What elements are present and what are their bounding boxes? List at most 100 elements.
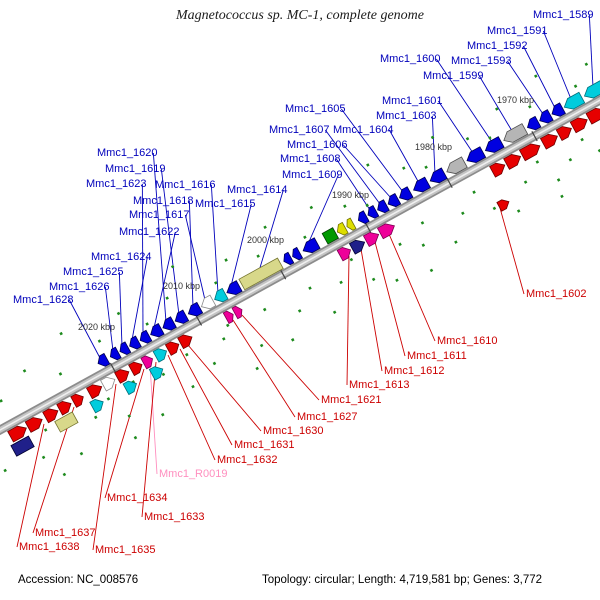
gene-arrow[interactable] — [222, 309, 236, 325]
gene-label[interactable]: Mmc1_1634 — [107, 492, 168, 504]
gene-arrow[interactable] — [140, 353, 156, 370]
gene-arrow[interactable] — [172, 309, 190, 326]
gene-arrow[interactable] — [281, 251, 295, 266]
gene-arrow[interactable] — [518, 141, 542, 162]
gene-arrow[interactable] — [199, 294, 217, 312]
gene-arrow[interactable] — [376, 220, 397, 240]
gene-label[interactable]: Mmc1_1602 — [526, 288, 587, 300]
gene-arrow[interactable] — [355, 210, 370, 226]
gene-arrow[interactable] — [483, 136, 505, 156]
gene-label[interactable]: Mmc1_1635 — [95, 544, 156, 556]
gene-label[interactable]: Mmc1_1622 — [119, 226, 180, 238]
gene-arrow[interactable] — [549, 102, 566, 119]
gene-label[interactable]: Mmc1_1627 — [297, 411, 358, 423]
gene-arrow[interactable] — [212, 287, 229, 304]
gene-arrow[interactable] — [10, 435, 35, 457]
gene-arrow[interactable] — [501, 123, 529, 146]
gene-label[interactable]: Mmc1_1608 — [280, 153, 341, 165]
gene-label[interactable]: Mmc1_1626 — [49, 281, 110, 293]
gene-arrow[interactable] — [224, 280, 243, 298]
gene-label[interactable]: Mmc1_1613 — [349, 379, 410, 391]
gene-arrow[interactable] — [290, 246, 304, 261]
gene-arrow[interactable] — [117, 341, 132, 357]
gene-label[interactable]: Mmc1_1593 — [451, 55, 512, 67]
gene-label[interactable]: Mmc1_1600 — [380, 53, 441, 65]
gene-label[interactable]: Mmc1_1618 — [133, 195, 194, 207]
gene-label[interactable]: Mmc1_1589 — [533, 9, 594, 21]
gene-label[interactable]: Mmc1_1592 — [467, 40, 528, 52]
gene-arrow[interactable] — [365, 204, 380, 221]
gene-arrow[interactable] — [152, 346, 169, 363]
gene-arrow[interactable] — [582, 78, 600, 101]
gene-label[interactable]: Mmc1_1623 — [86, 178, 147, 190]
gene-arrow[interactable] — [444, 156, 468, 177]
gene-label[interactable]: Mmc1_1630 — [263, 425, 324, 437]
gene-arrow[interactable] — [561, 91, 586, 112]
gene-arrow[interactable] — [100, 374, 118, 392]
gene-arrow[interactable] — [137, 329, 153, 345]
gene-label[interactable]: Mmc1_1625 — [63, 266, 124, 278]
gene-arrow[interactable] — [397, 186, 414, 203]
gene-arrow[interactable] — [300, 237, 321, 256]
gene-arrow[interactable] — [89, 397, 106, 414]
gene-arrow[interactable] — [160, 316, 177, 333]
gene-label[interactable]: Mmc1_1612 — [384, 365, 445, 377]
gene-label[interactable]: Mmc1_1621 — [321, 394, 382, 406]
gene-label[interactable]: Mmc1_1604 — [333, 124, 394, 136]
gene-arrow[interactable] — [231, 304, 245, 320]
gene-label[interactable]: Mmc1_1617 — [129, 209, 190, 221]
gene-arrow[interactable] — [42, 405, 61, 424]
gene-arrow[interactable] — [7, 423, 30, 443]
gene-arrow[interactable] — [148, 364, 165, 381]
gene-arrow[interactable] — [185, 301, 204, 319]
gene-label[interactable]: Mmc1_R0019 — [159, 468, 228, 480]
gene-arrow[interactable] — [411, 176, 432, 195]
gene-label[interactable]: Mmc1_1605 — [285, 103, 346, 115]
gene-label[interactable]: Mmc1_1610 — [437, 335, 498, 347]
gene-arrow[interactable] — [70, 392, 86, 408]
gene-arrow[interactable] — [569, 114, 590, 134]
gene-arrow[interactable] — [177, 332, 195, 350]
gene-arrow[interactable] — [148, 323, 165, 340]
gene-arrow[interactable] — [496, 197, 511, 212]
gene-label[interactable]: Mmc1_1609 — [282, 169, 343, 181]
gene-arrow[interactable] — [489, 160, 508, 178]
gene-label[interactable]: Mmc1_1638 — [19, 541, 80, 553]
gene-label[interactable]: Mmc1_1616 — [155, 179, 216, 191]
gene-arrow[interactable] — [464, 146, 487, 166]
gene-arrow[interactable] — [54, 411, 79, 433]
gene-arrow[interactable] — [164, 339, 181, 356]
gene-label[interactable]: Mmc1_1599 — [423, 70, 484, 82]
gene-arrow[interactable] — [336, 245, 353, 262]
gene-arrow[interactable] — [585, 105, 600, 125]
gene-arrow[interactable] — [537, 109, 554, 126]
gene-arrow[interactable] — [362, 229, 381, 247]
gene-arrow[interactable] — [385, 192, 402, 209]
gene-label[interactable]: Mmc1_1633 — [144, 511, 205, 523]
gene-label[interactable]: Mmc1_1631 — [234, 439, 295, 451]
gene-label[interactable]: Mmc1_1615 — [195, 198, 256, 210]
gene-arrow[interactable] — [85, 381, 105, 400]
gene-arrow[interactable] — [238, 257, 284, 291]
gene-arrow[interactable] — [555, 123, 574, 141]
gene-label[interactable]: Mmc1_1632 — [217, 454, 278, 466]
gene-label[interactable]: Mmc1_1637 — [35, 527, 96, 539]
gene-arrow[interactable] — [427, 167, 448, 186]
gene-arrow[interactable] — [95, 352, 111, 368]
gene-label[interactable]: Mmc1_1619 — [105, 163, 166, 175]
gene-label[interactable]: Mmc1_1606 — [287, 139, 348, 151]
gene-label[interactable]: Mmc1_1591 — [487, 25, 548, 37]
gene-label[interactable]: Mmc1_1607 — [269, 124, 330, 136]
gene-arrow[interactable] — [348, 237, 367, 255]
gene-label[interactable]: Mmc1_1628 — [13, 294, 74, 306]
gene-arrow[interactable] — [344, 217, 357, 232]
gene-label[interactable]: Mmc1_1624 — [91, 251, 152, 263]
gene-arrow[interactable] — [24, 414, 45, 433]
gene-arrow[interactable] — [375, 199, 390, 215]
gene-arrow[interactable] — [56, 398, 74, 416]
gene-label[interactable]: Mmc1_1614 — [227, 184, 288, 196]
gene-label[interactable]: Mmc1_1611 — [407, 350, 467, 362]
gene-arrow[interactable] — [321, 227, 340, 245]
gene-arrow[interactable] — [334, 221, 349, 237]
gene-label[interactable]: Mmc1_1601 — [382, 95, 443, 107]
